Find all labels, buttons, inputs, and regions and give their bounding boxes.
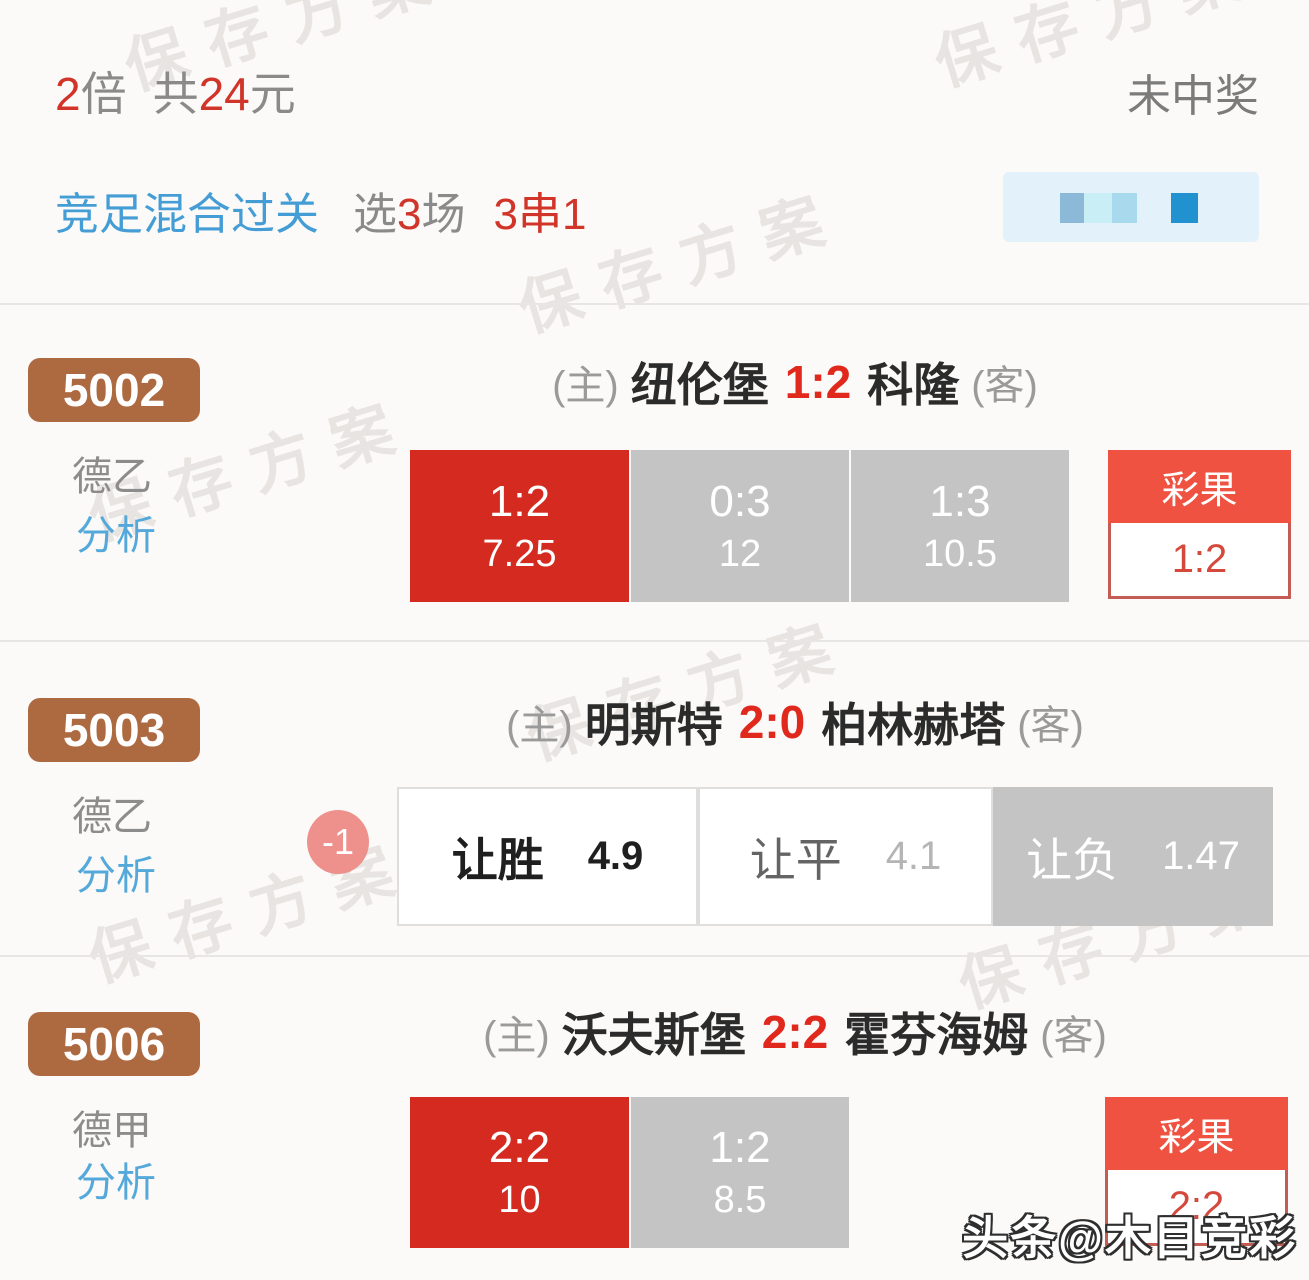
match-title: (主) 沃夫斯堡 2:2 霍芬海姆 (客) xyxy=(330,1000,1260,1064)
total-unit: 元 xyxy=(249,68,296,120)
bet-option[interactable]: 1:3 10.5 xyxy=(851,450,1069,602)
result-value: 2:2 xyxy=(1105,1170,1288,1246)
bet-option-selected[interactable]: 让负 1.47 xyxy=(993,787,1273,926)
option-score: 0:3 xyxy=(709,476,771,526)
total-label: 共 xyxy=(152,68,199,120)
option-score: 1:3 xyxy=(929,476,991,526)
analysis-link[interactable]: 分析 xyxy=(76,1161,156,1205)
league-label: 德乙 xyxy=(72,455,152,499)
away-team: 科隆 xyxy=(867,359,960,411)
match-id-badge: 5003 xyxy=(28,698,200,762)
author-credit-watermark: 头条@木目竞彩 xyxy=(962,1212,1297,1264)
option-label: 让负 xyxy=(1026,833,1119,886)
divider xyxy=(0,303,1309,305)
option-label: 让平 xyxy=(749,833,842,886)
total-value: 24 xyxy=(198,68,250,120)
home-label: (主) xyxy=(506,704,573,748)
match-score: 1:2 xyxy=(784,356,852,408)
multiplier-unit: 倍 xyxy=(80,68,127,120)
match-id-badge: 5002 xyxy=(28,358,200,422)
home-label: (主) xyxy=(483,1014,550,1058)
bet-option[interactable]: 1:2 8.5 xyxy=(631,1097,849,1248)
bet-option-selected[interactable]: 1:2 7.25 xyxy=(410,450,629,602)
bet-type-label: 竞足混合过关 xyxy=(55,190,319,239)
option-odds: 7.25 xyxy=(482,532,557,575)
analysis-link[interactable]: 分析 xyxy=(76,854,156,898)
match-title: (主) 纽伦堡 1:2 科隆 (客) xyxy=(330,350,1260,414)
home-team: 沃夫斯堡 xyxy=(561,1009,746,1061)
bet-option[interactable]: 让胜 4.9 xyxy=(397,787,698,926)
status-badge: 未中奖 xyxy=(1127,72,1259,121)
result-label: 彩果 xyxy=(1105,1097,1288,1170)
bet-option-selected[interactable]: 2:2 10 xyxy=(410,1097,629,1248)
progress-slider[interactable] xyxy=(1003,172,1259,242)
match-id-badge: 5006 xyxy=(28,1012,200,1076)
divider xyxy=(0,955,1309,957)
slider-segment xyxy=(1084,193,1112,223)
away-team: 霍芬海姆 xyxy=(844,1009,1029,1061)
analysis-link[interactable]: 分析 xyxy=(76,514,156,558)
option-odds: 4.1 xyxy=(885,834,942,878)
result-box: 彩果 1:2 xyxy=(1108,450,1291,599)
league-label: 德甲 xyxy=(72,1109,152,1153)
bet-option[interactable]: 让平 4.1 xyxy=(698,787,993,926)
home-label: (主) xyxy=(552,364,619,408)
bet-option[interactable]: 0:3 12 xyxy=(631,450,849,602)
handicap-badge: -1 xyxy=(307,810,369,874)
bet-summary: 2倍 共24元 xyxy=(55,58,296,124)
option-odds: 1.47 xyxy=(1162,834,1240,878)
parlay-label: 3串1 xyxy=(493,190,587,239)
away-label: (客) xyxy=(1017,704,1084,748)
pick-prefix: 选 xyxy=(353,190,397,239)
away-label: (客) xyxy=(971,364,1038,408)
away-team: 柏林赫塔 xyxy=(821,699,1006,751)
option-odds: 8.5 xyxy=(713,1179,767,1221)
pick-suffix: 场 xyxy=(421,190,466,239)
option-odds: 10 xyxy=(498,1179,541,1221)
option-score: 1:2 xyxy=(488,476,551,526)
match-score: 2:0 xyxy=(738,696,806,748)
away-label: (客) xyxy=(1040,1014,1107,1058)
result-label: 彩果 xyxy=(1108,450,1291,523)
multiplier-value: 2 xyxy=(55,68,81,120)
option-label: 让胜 xyxy=(451,833,544,886)
option-odds: 12 xyxy=(718,532,762,575)
option-odds: 10.5 xyxy=(923,532,997,575)
result-value: 1:2 xyxy=(1108,523,1291,599)
slider-handle xyxy=(1171,193,1198,223)
match-title: (主) 明斯特 2:0 柏林赫塔 (客) xyxy=(330,690,1260,754)
bet-type-row: 竞足混合过关 选3场 3串1 xyxy=(55,178,586,242)
option-score: 1:2 xyxy=(709,1123,771,1172)
option-score: 2:2 xyxy=(488,1123,551,1172)
league-label: 德乙 xyxy=(72,795,152,839)
result-box: 彩果 2:2 xyxy=(1105,1097,1288,1246)
option-odds: 4.9 xyxy=(587,834,644,878)
match-score: 2:2 xyxy=(761,1006,829,1058)
pick-count: 3 xyxy=(397,190,422,239)
slider-segment xyxy=(1060,193,1084,223)
divider xyxy=(0,640,1309,642)
home-team: 明斯特 xyxy=(584,699,723,751)
home-team: 纽伦堡 xyxy=(630,359,769,411)
slider-segment xyxy=(1112,193,1137,223)
